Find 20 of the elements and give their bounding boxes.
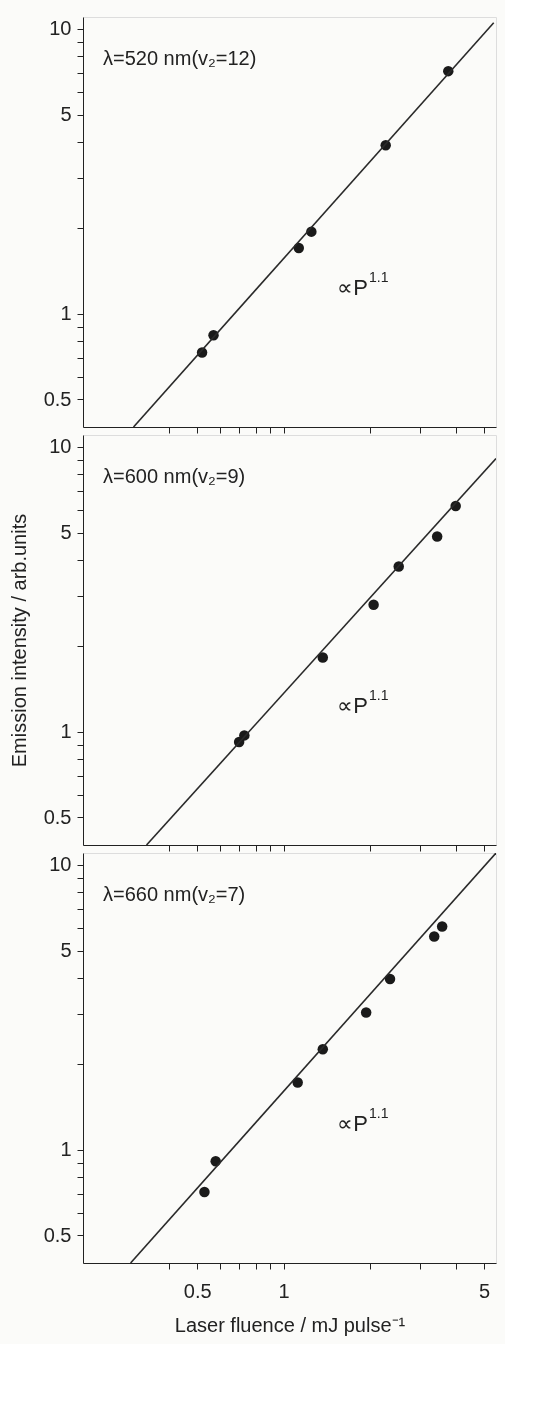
y-tick-label: 5 (60, 521, 72, 544)
annotation: λ=520 nm(v₂=12) (103, 47, 257, 69)
y-tick-label: 10 (49, 435, 72, 458)
annotation: λ=660 nm(v₂=7) (103, 883, 246, 905)
y-tick-label: 0.5 (43, 1223, 72, 1246)
y-tick-label: 10 (49, 17, 72, 40)
y-tick-label: 5 (60, 103, 72, 126)
y-tick-label: 1 (60, 302, 72, 325)
y-tick-label: 5 (60, 939, 72, 962)
y-tick-label: 1 (60, 1138, 72, 1161)
x-tick-label: 5 (479, 1279, 491, 1302)
x-tick-label: 1 (278, 1279, 290, 1302)
x-tick-label: 0.5 (183, 1279, 212, 1302)
y-axis-title: Emission intensity / arb.units (7, 513, 30, 768)
y-tick-label: 0.5 (43, 805, 72, 828)
y-tick-label: 0.5 (43, 387, 72, 410)
x-axis-title: Laser fluence / mJ pulse⁻¹ (174, 1313, 406, 1336)
y-tick-label: 10 (49, 853, 72, 876)
y-tick-label: 1 (60, 720, 72, 743)
annotation: λ=600 nm(v₂=9) (103, 465, 246, 487)
